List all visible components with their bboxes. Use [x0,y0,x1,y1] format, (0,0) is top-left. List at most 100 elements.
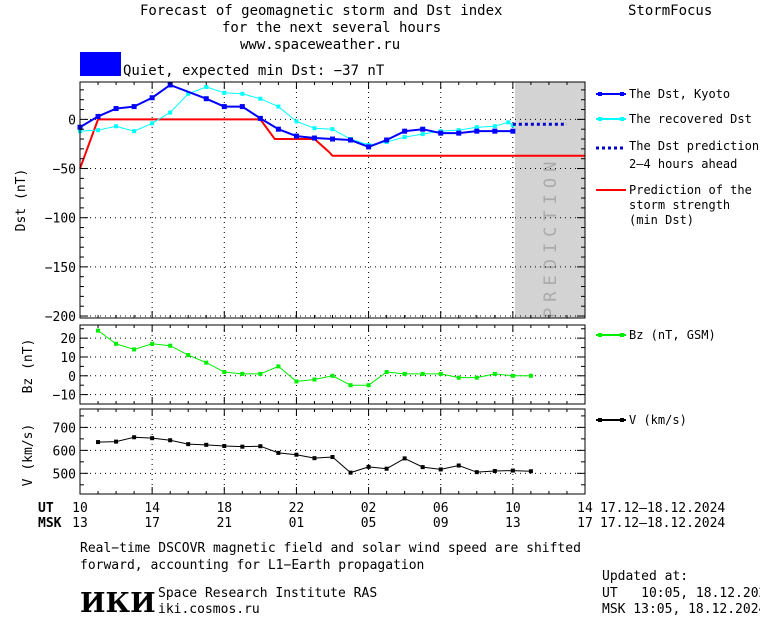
kyoto-dst-point [131,104,137,110]
recovered-dst-point [330,127,335,132]
recovered-dst-point [474,125,479,130]
bz-point [528,373,533,378]
speed-point [384,466,389,471]
recovered-dst-point [222,90,227,95]
kyoto-dst-point [474,128,480,134]
bz-point [186,353,191,358]
speed-point [420,465,425,470]
speed-point [438,467,443,472]
legend-recovered-label: The recovered Dst [629,112,752,126]
recovered-dst-line [79,86,514,146]
msk-tick-label: 05 [361,516,377,531]
kyoto-dst-point [113,106,119,112]
updated-label: Updated at: [602,569,688,584]
footer: Real−time DSCOVR magnetic field and sola… [80,541,760,619]
legend-kyoto-marker [620,92,624,96]
v-panel: 700 600 500 V (km/s) [21,408,586,495]
kyoto-dst-line [79,83,513,148]
ut-tick-label: 10 [72,501,88,516]
bz-point [114,341,119,346]
ut-tick-label: 02 [361,501,377,516]
kyoto-dst-point [456,130,462,136]
y-tick-label: −100 [45,212,76,227]
recovered-dst-point [276,104,281,109]
recovered-dst-point [132,129,137,134]
ut-tick-label: 14 [577,501,593,516]
legend-prediction-label-1: The Dst prediction [629,139,759,153]
kyoto-dst-point [366,144,372,150]
speed-point [168,438,173,443]
speed-point [222,443,227,448]
speed-point [312,456,317,461]
speed-point [132,435,137,440]
bz-point [204,360,209,365]
speed-point [204,442,209,447]
v-ylabel: V (km/s) [21,424,36,487]
recovered-dst-point [150,121,155,126]
prediction-band-label: PREDICTION [541,156,561,318]
bz-point [132,347,137,352]
bz-line [97,330,531,386]
legend-bz-marker [598,333,602,337]
kyoto-dst-point [275,126,281,132]
speed-line [98,436,531,474]
speed-point [510,468,515,473]
legend-bz-marker [620,333,624,337]
recovered-dst-point [506,120,511,125]
bz-point [348,383,353,388]
dst-frame [79,81,586,319]
bz-point [438,371,443,376]
bz-point [276,364,281,369]
legend-v-label: V (km/s) [629,413,687,427]
bz-point [402,371,407,376]
kyoto-dst-point [149,95,155,101]
speed-point [114,439,119,444]
recovered-dst-point [168,110,173,115]
kyoto-dst-point [95,113,101,119]
kyoto-dst-point [348,137,354,143]
y-tick-label: −10 [53,389,76,404]
footer-note-1: Real−time DSCOVR magnetic field and sola… [80,541,581,556]
bz-point [474,375,479,380]
legend-min-dst-label-2: storm strength [629,198,730,212]
bz-frame [79,324,586,405]
status-text: Quiet, expected min Dst: −37 nT [123,63,385,79]
legend-recovered-marker [598,117,602,121]
recovered-dst-point [114,124,119,129]
bz-point [240,371,245,376]
speed-point [240,444,245,449]
status-color-box [80,52,121,76]
legend-prediction-label-2: 2–4 hours ahead [629,157,737,171]
y-tick-label: −50 [53,163,76,178]
title-line-1: Forecast of geomagnetic storm and Dst in… [140,3,503,19]
y-tick-label: 10 [60,351,76,366]
legend-recovered-marker [620,117,624,121]
msk-tick-label: 09 [433,516,449,531]
legend-kyoto-label: The Dst, Kyoto [629,87,730,101]
kyoto-dst-point [221,104,227,110]
speed-point [348,470,353,475]
msk-tick-label: 13 [72,516,88,531]
legend-min-dst-label-1: Prediction of the [629,183,752,197]
kyoto-dst-point [330,136,335,142]
y-tick-label: 20 [60,332,76,347]
bz-point [420,371,425,376]
bz-point [366,383,371,388]
footer-note-2: forward, accounting for L1−Earth propaga… [80,558,424,573]
y-tick-label: 0 [68,370,76,385]
recovered-dst-point [402,135,407,140]
y-tick-label: 600 [53,444,76,459]
bz-point [330,373,335,378]
recovered-dst-point [420,132,425,137]
msk-tick-label: 17 [144,516,160,531]
bz-point [492,371,497,376]
kyoto-dst-point [420,126,426,132]
ut-tick-label: 06 [433,501,449,516]
legend-kyoto-marker [598,92,602,96]
bz-ylabel: Bz (nT) [21,339,36,394]
legend: The Dst, Kyoto The recovered Dst The Dst… [596,87,759,427]
recovered-dst-point [312,126,317,131]
y-tick-label: 700 [53,421,76,436]
bz-panel: 20 10 0 −10 Bz (nT) [21,324,586,405]
kyoto-dst-point [438,130,444,136]
